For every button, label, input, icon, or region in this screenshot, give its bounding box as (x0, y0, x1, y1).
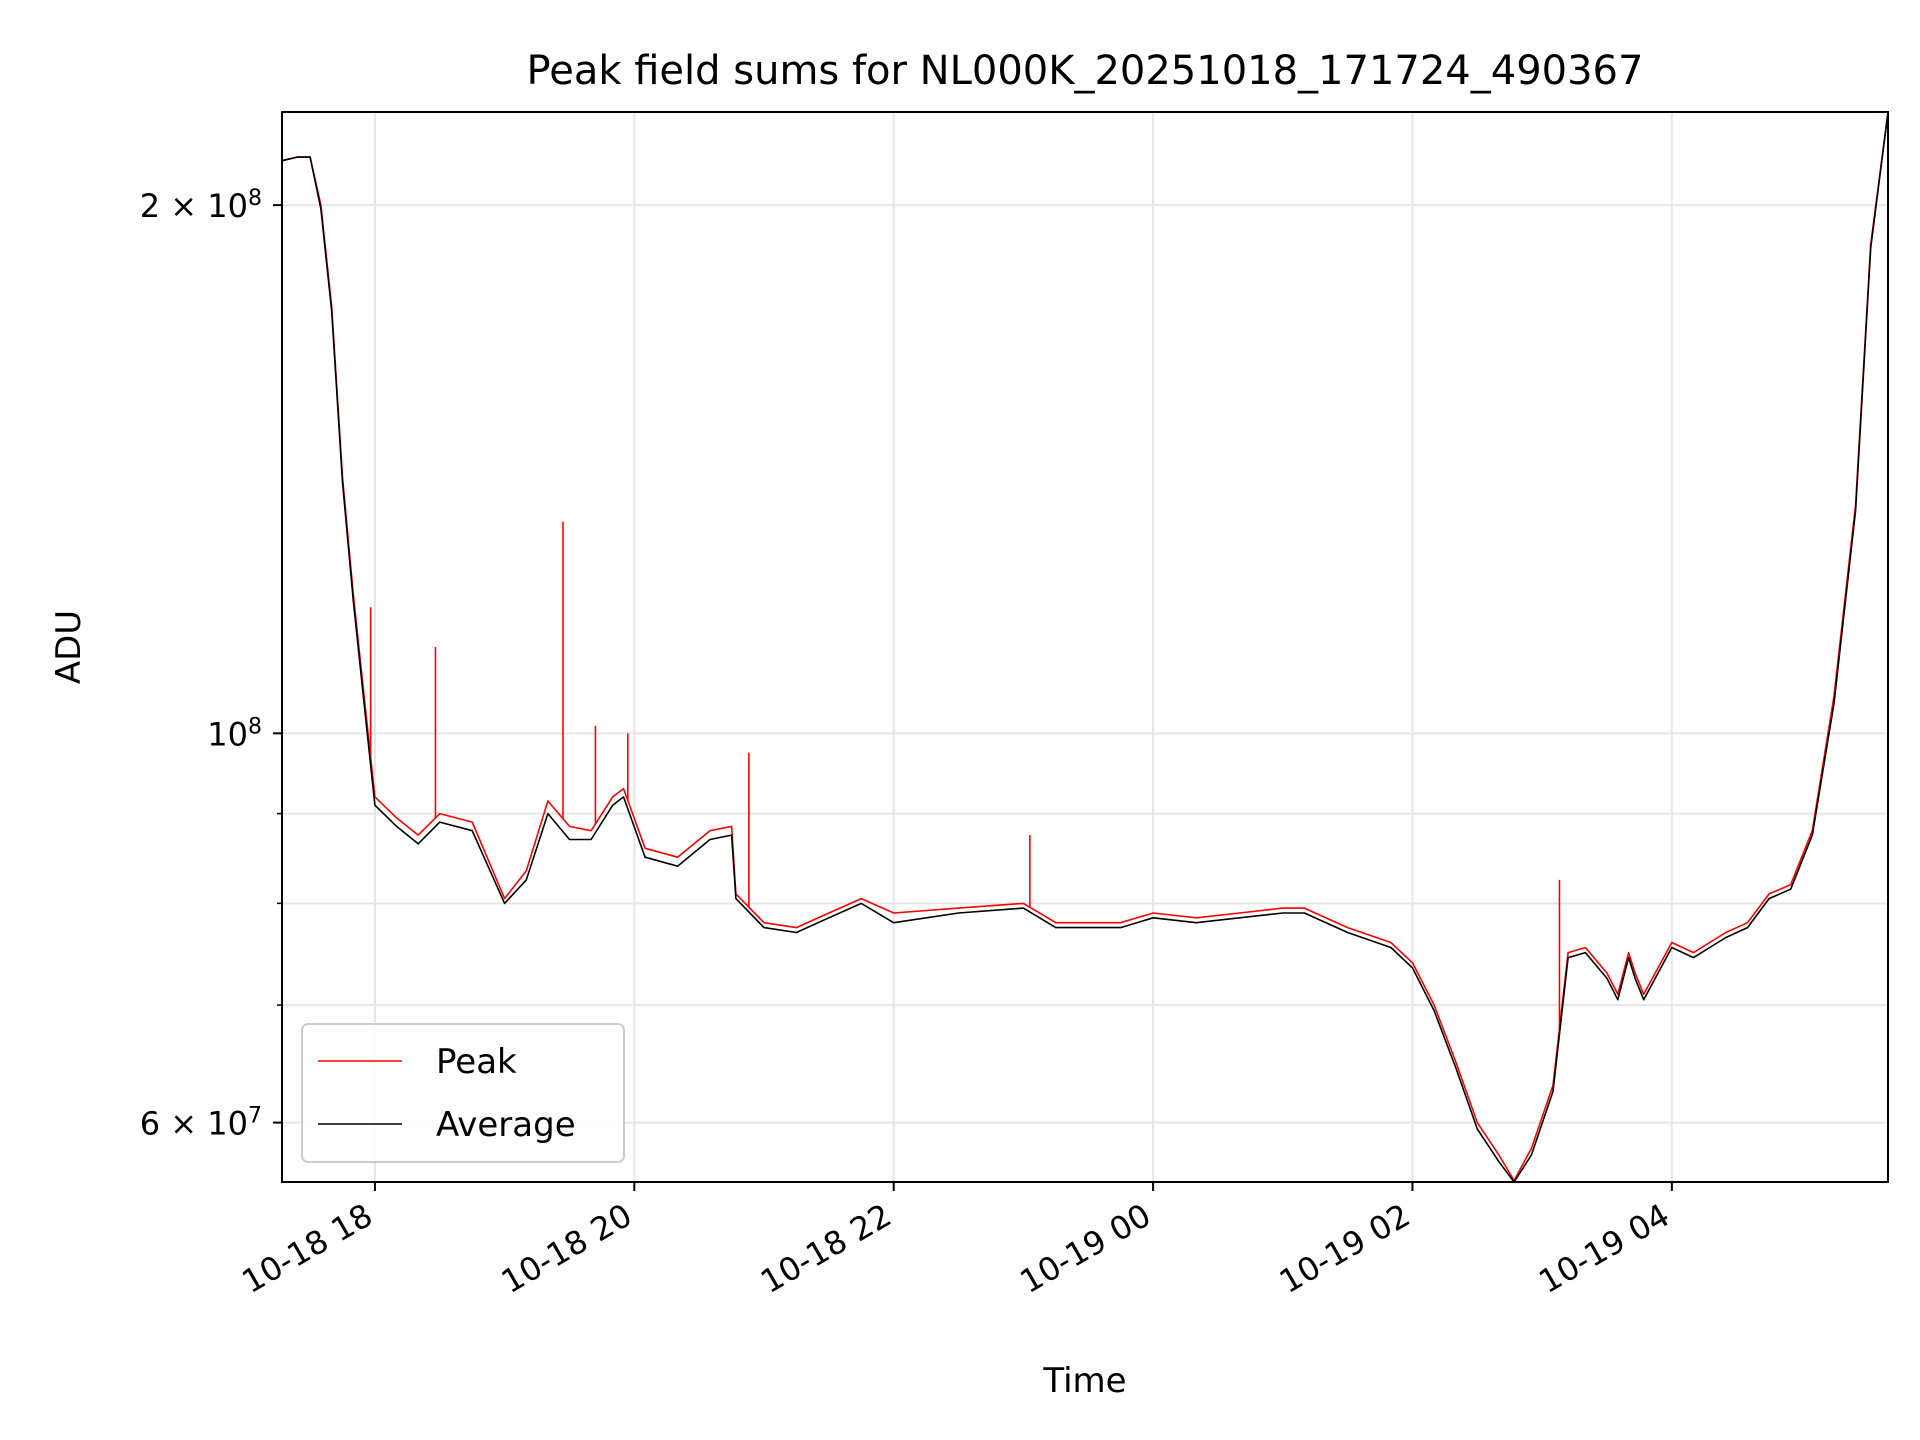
legend: Peak Average (301, 1023, 625, 1163)
y-tick-label-base: 10 (207, 1105, 248, 1143)
grid (282, 112, 1888, 1182)
y-tick-label: 108 (207, 714, 262, 754)
y-tick-label-base: 10 (207, 715, 248, 753)
y-tick-label-sep: × (160, 187, 207, 225)
y-tick-label-exp: 8 (248, 714, 262, 739)
plot-frame (281, 111, 1889, 1183)
y-tick-label-mantissa: 6 (140, 1105, 160, 1143)
y-tick-label: 6 × 107 (140, 1103, 262, 1143)
x-axis-label: Time (1042, 1361, 1126, 1401)
legend-average-label: Average (436, 1105, 576, 1145)
chart-title: Peak field sums for NL000K_20251018_1717… (527, 48, 1644, 94)
y-tick-label-mantissa: 2 (140, 187, 160, 225)
legend-peak-label: Peak (436, 1042, 517, 1082)
y-tick-label-exp: 8 (248, 186, 262, 211)
peak-series-line (281, 111, 1889, 1182)
plot-lines (281, 111, 1889, 1183)
average-series-line (281, 111, 1889, 1183)
y-tick-label-sep: × (160, 1105, 207, 1143)
y-axis-label: ADU (49, 610, 89, 684)
y-tick-label-base: 10 (207, 187, 248, 225)
legend-box (301, 1023, 625, 1163)
y-tick-label-exp: 7 (248, 1103, 262, 1128)
y-tick-label: 2 × 108 (140, 186, 262, 226)
